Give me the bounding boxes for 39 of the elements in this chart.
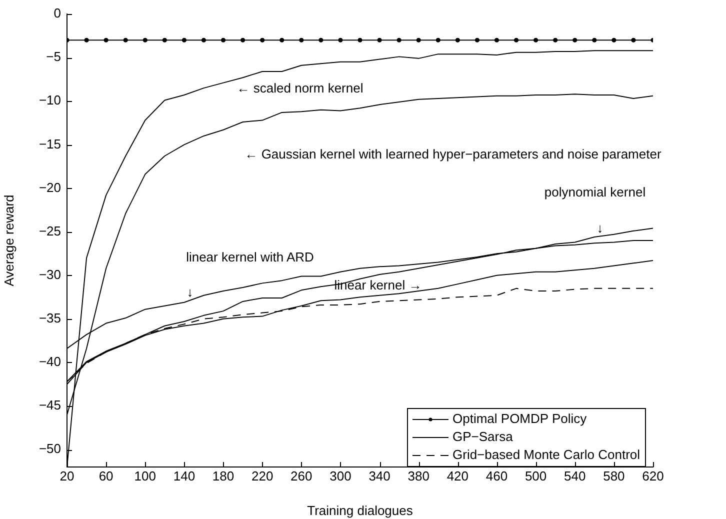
x-tick-label: 380 (408, 468, 430, 484)
x-tick-label: 180 (212, 468, 234, 484)
annotation: linear kernel with ARD (186, 250, 314, 265)
y-tick-label: −45 (38, 398, 61, 413)
y-tick-label: 0 (54, 6, 61, 21)
annotation: ↓ (186, 284, 194, 300)
annotation: ← scaled norm kernel (236, 80, 364, 96)
y-tick-label: −35 (38, 310, 61, 326)
x-tick-label: 540 (564, 468, 586, 484)
x-tick-label: 140 (173, 468, 196, 484)
x-tick-label: 300 (330, 468, 352, 484)
annotation: polynomial kernel (544, 184, 646, 200)
x-tick-label: 20 (60, 468, 74, 484)
annotation: ↓ (596, 220, 604, 236)
y-tick-label: −30 (38, 266, 61, 282)
y-tick-label: −15 (38, 136, 61, 152)
y-tick-label: −5 (46, 49, 61, 64)
x-tick-label: 340 (368, 468, 390, 484)
annotation: linear kernel → (334, 278, 422, 293)
x-tick-label: 420 (446, 468, 469, 484)
legend-label: Optimal POMDP Policy (452, 411, 588, 426)
x-tick-label: 60 (98, 468, 114, 484)
x-tick-label: 500 (524, 468, 547, 484)
x-tick-label: 100 (134, 468, 156, 484)
x-tick-label: 460 (486, 468, 508, 484)
y-tick-label: −40 (38, 354, 61, 370)
x-tick-label: 220 (251, 468, 274, 484)
y-tick-label: −50 (38, 441, 61, 456)
annotation: ← Gaussian kernel with learned hyper−parameters and noise parameter (244, 146, 662, 162)
legend-label: Grid−based Monte Carlo Control (452, 447, 640, 462)
x-tick-label: 620 (642, 468, 664, 484)
y-tick-label: −25 (38, 223, 61, 238)
y-tick-label: −20 (38, 180, 61, 195)
x-tick-label: 260 (290, 468, 312, 484)
x-tick-label: 580 (603, 468, 625, 484)
y-tick-label: −10 (38, 92, 61, 108)
legend-label: GP−Sarsa (452, 429, 514, 444)
x-axis-title: Training dialogues (307, 502, 414, 518)
y-axis-title: Average reward (1, 194, 16, 286)
